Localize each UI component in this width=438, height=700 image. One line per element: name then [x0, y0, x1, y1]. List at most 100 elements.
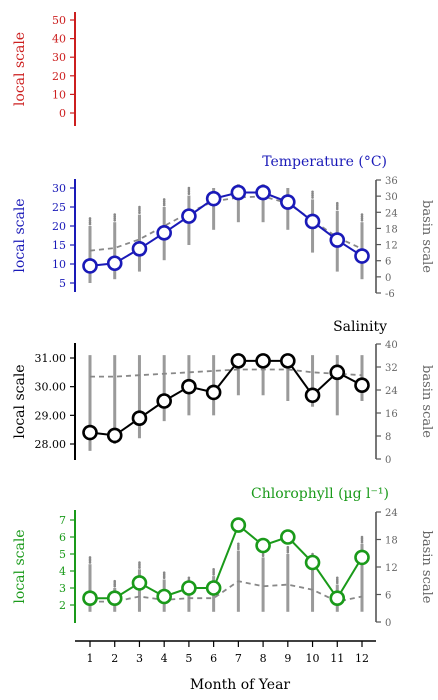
left-tick-label: 10 — [52, 258, 66, 271]
local-data-point — [131, 241, 148, 257]
right-tick-label: 12 — [385, 241, 398, 252]
local-data-point — [156, 588, 172, 605]
local-data-point — [329, 590, 346, 607]
local-data-point — [106, 427, 123, 444]
basin-outlier-dot — [311, 552, 314, 556]
basin-outlier-dot — [311, 194, 314, 197]
local-data-point — [304, 387, 321, 404]
right-tick-label: 24 — [385, 508, 398, 519]
left-tick-label: 5 — [59, 277, 66, 290]
left-tick-label: 2 — [59, 599, 66, 612]
left-axis-title: local scale — [12, 32, 28, 106]
local-data-point — [354, 377, 370, 394]
local-series-line — [90, 523, 363, 601]
basin-outlier-dot — [187, 576, 191, 580]
local-data-point — [82, 258, 98, 274]
month-tick-label: 2 — [111, 652, 118, 665]
month-tick-label: 10 — [306, 652, 320, 665]
basin-outlier-dot — [113, 219, 117, 222]
left-axis-title: local scale — [12, 529, 28, 603]
local-data-point — [82, 424, 98, 441]
right-tick-label: 30 — [385, 192, 398, 203]
basin-outlier-dot — [335, 205, 339, 209]
local-data-point — [255, 353, 271, 369]
month-tick-label: 11 — [330, 652, 344, 665]
right-tick-label: 16 — [385, 409, 398, 420]
month-tick-label: 12 — [355, 652, 369, 665]
basin-outlier-dot — [311, 190, 314, 194]
basin-outlier-dot — [335, 207, 339, 211]
local-series-line — [89, 359, 363, 437]
left-tick-label: 30 — [52, 182, 66, 195]
basin-outlier-dot — [360, 215, 364, 218]
local-data-point — [82, 590, 98, 607]
local-data-point — [205, 580, 222, 596]
basin-outlier-dot — [212, 568, 215, 571]
right-tick-label: 32 — [385, 363, 398, 374]
basin-outlier-dot — [360, 213, 364, 216]
local-data-point — [280, 353, 296, 369]
basin-outlier-dot — [162, 571, 166, 574]
local-data-point — [156, 393, 172, 409]
left-tick-label: 50 — [52, 14, 66, 27]
left-tick-label: 0 — [59, 107, 66, 120]
basin-outlier-dot — [360, 535, 364, 539]
local-data-point — [106, 255, 123, 272]
right-tick-label: 12 — [385, 563, 398, 574]
month-axis: Month of Year 1 2 3 4 5 6 7 8 9 10 11 12 — [75, 640, 376, 693]
left-tick-label: 31.00 — [35, 352, 67, 365]
right-tick-label: -6 — [385, 289, 395, 300]
local-data-point — [354, 549, 370, 566]
basin-outlier-dot — [88, 219, 92, 222]
left-tick-label: 15 — [52, 239, 66, 252]
local-data-point — [230, 353, 247, 369]
left-tick-label: 28.00 — [35, 438, 67, 451]
local-data-point — [354, 248, 370, 264]
local-data-point — [181, 580, 197, 596]
local-data-point — [205, 190, 222, 207]
basin-outlier-dot — [113, 215, 117, 218]
local-data-point — [304, 213, 321, 230]
left-tick-label: 20 — [52, 70, 66, 83]
month-tick-label: 5 — [185, 652, 192, 665]
right-tick-label: 0 — [385, 618, 391, 629]
basin-outlier-dot — [88, 220, 92, 224]
left-tick-label: 5 — [59, 548, 66, 561]
basin-median-line — [90, 368, 363, 378]
basin-outlier-dot — [88, 217, 92, 220]
right-tick-label: 6 — [385, 257, 391, 268]
month-tick-label: 7 — [235, 652, 242, 665]
right-tick-label: 36 — [385, 176, 398, 187]
right-tick-label: 0 — [385, 273, 391, 284]
x-axis-title: Month of Year — [190, 677, 291, 693]
local-data-point — [329, 232, 346, 248]
panel-title: Salinity — [333, 319, 387, 335]
basin-outlier-dot — [162, 203, 166, 207]
local-data-point — [131, 410, 148, 427]
basin-outlier-dot — [88, 556, 92, 559]
panel-chlorophyll: Chlorophyll (µg l⁻¹) 2 3 4 5 6 7 local scale 0 6 1… — [12, 486, 434, 629]
basin-outlier-dot — [187, 188, 191, 192]
left-tick-label: 10 — [52, 88, 66, 101]
local-data-point — [106, 590, 123, 607]
right-tick-label: 8 — [385, 432, 391, 443]
local-data-point — [255, 537, 271, 554]
basin-outlier-dot — [237, 542, 240, 546]
local-data-point — [255, 184, 271, 201]
month-tick-label: 8 — [260, 652, 267, 665]
panel-empty: 0 10 20 30 40 50 local scale — [12, 12, 76, 126]
local-data-point — [280, 529, 296, 545]
basin-outlier-dot — [138, 211, 141, 214]
right-tick-label: 18 — [385, 536, 398, 547]
month-tick-label: 4 — [161, 652, 168, 665]
right-tick-label: 24 — [385, 386, 398, 397]
local-data-point — [230, 517, 247, 533]
local-data-point — [156, 225, 172, 241]
basin-outlier-dot — [113, 217, 117, 220]
local-data-point — [304, 554, 321, 571]
left-axis-title: local scale — [12, 198, 28, 272]
panel-temperature: Temperature (°C) 5 10 15 20 25 30 local scale -6… — [12, 154, 434, 300]
left-tick-label: 30 — [52, 51, 66, 64]
basin-outlier-dot — [311, 192, 314, 195]
